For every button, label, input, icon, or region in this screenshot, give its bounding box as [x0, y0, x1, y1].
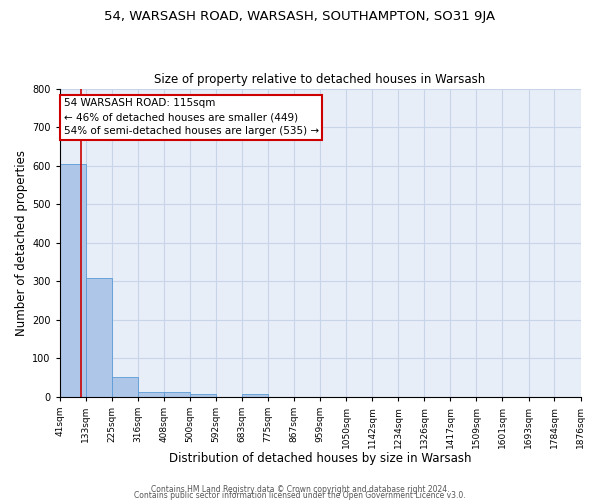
Y-axis label: Number of detached properties: Number of detached properties [15, 150, 28, 336]
Title: Size of property relative to detached houses in Warsash: Size of property relative to detached ho… [154, 73, 486, 86]
Text: 54, WARSASH ROAD, WARSASH, SOUTHAMPTON, SO31 9JA: 54, WARSASH ROAD, WARSASH, SOUTHAMPTON, … [104, 10, 496, 23]
Text: 54 WARSASH ROAD: 115sqm
← 46% of detached houses are smaller (449)
54% of semi-d: 54 WARSASH ROAD: 115sqm ← 46% of detache… [64, 98, 319, 136]
Bar [242, 394, 268, 396]
Bar [190, 394, 216, 396]
Bar [112, 378, 138, 396]
Bar [164, 392, 190, 396]
Text: Contains HM Land Registry data © Crown copyright and database right 2024.: Contains HM Land Registry data © Crown c… [151, 484, 449, 494]
Bar [138, 392, 164, 396]
Text: Contains public sector information licensed under the Open Government Licence v3: Contains public sector information licen… [134, 490, 466, 500]
Bar [59, 164, 86, 396]
Bar [86, 278, 112, 396]
X-axis label: Distribution of detached houses by size in Warsash: Distribution of detached houses by size … [169, 452, 472, 465]
